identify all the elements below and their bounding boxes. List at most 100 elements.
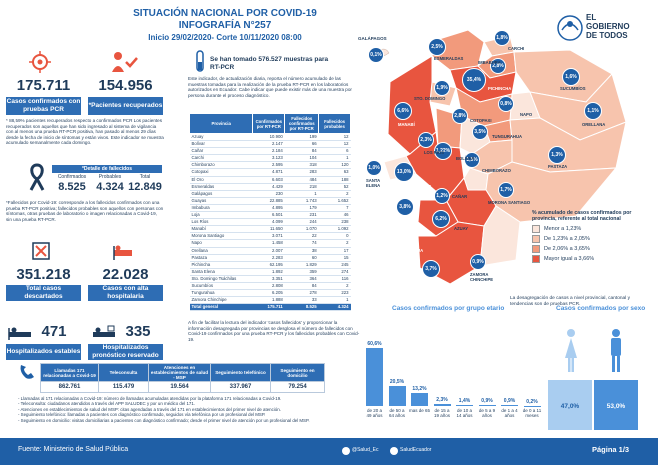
table-row: Bolívar 2.147 66 12 — [189, 140, 351, 149]
table-row: Chimborazo 2.595 318 120 — [189, 161, 351, 170]
label-stodomingo: STO. DOMINGO — [414, 96, 446, 101]
reserved-label: Hospitalizados pronóstico reservado — [88, 344, 163, 360]
bubble-eloro: 3,8% — [396, 198, 414, 216]
bubble-sucumbios: 1,6% — [562, 68, 580, 86]
sex-male: 53,0% — [594, 380, 638, 430]
age-bar-label: de 0 a 11 meses — [522, 408, 542, 418]
table-row: Carchi 3.123 104 1 — [189, 154, 351, 163]
province-table: Provincia Confirmados por RT-PCR Falleci… — [188, 113, 351, 312]
twitter-handle[interactable]: @Salud_Ec — [352, 447, 379, 453]
table-row: Morona Santiago 3.071 22 0 — [189, 232, 351, 241]
recovered-note: * 88,59% pacientes recuperados respecto … — [6, 118, 164, 146]
recovered-icon — [110, 50, 138, 74]
sex-female-value: 47,0% — [560, 403, 580, 410]
bubble-bolivar: 1,22% — [434, 142, 452, 160]
label-esmeraldas: ESMERALDAS — [434, 56, 464, 61]
legend-swatch — [532, 255, 540, 264]
twitter-icon[interactable] — [342, 447, 350, 455]
map-legend-title: % acumulado de casos confirmados por pro… — [532, 210, 632, 223]
government-logo: EL GOBIERNO DE TODOS — [556, 12, 652, 46]
label-tungurahua: TUNGURAHUA — [492, 134, 523, 139]
age-bar — [411, 393, 428, 406]
facebook-handle[interactable]: SaludEcuador — [400, 447, 432, 453]
tele-table: Llamadas 171 relacionadas a Covid-19 Tel… — [40, 363, 325, 393]
sex-male-value: 53,0% — [606, 403, 626, 410]
map-note: La desagregación de casos a nivel provin… — [510, 296, 630, 307]
bubble-morona: 1,7% — [498, 182, 514, 198]
age-chart-title: Casos confirmados por grupo etario — [392, 305, 505, 312]
bubble-azuay: 6,2% — [432, 210, 450, 228]
table-row: Sucumbíos 2.808 84 2 — [189, 282, 351, 291]
table-row: El Oro 6.603 484 188 — [189, 176, 351, 184]
label-loja: LOJA — [412, 248, 424, 253]
legend-swatch — [532, 225, 540, 234]
bubble-manabi: 6,6% — [394, 102, 412, 120]
age-chart: 60,6% de 20 a 49 años 20,5% de 50 a 64 años… — [360, 318, 546, 430]
bubble-chimborazo: 1,5% — [464, 152, 480, 168]
age-bar — [388, 386, 406, 406]
bubble-carchi: 1,8% — [494, 30, 510, 46]
age-bar — [523, 405, 541, 407]
table-row: Galápagos 230 1 2 — [189, 190, 351, 198]
samples-note: Este indicador, de actualización diaria,… — [188, 76, 352, 98]
table-row: Guayas 22.885 1.743 1.652 — [189, 197, 351, 205]
bubble-losrios: 2,3% — [418, 132, 434, 148]
age-bar — [433, 403, 451, 406]
galapagos-bubble: 0,1% — [368, 47, 384, 63]
deaths-total: 12.849 — [128, 181, 162, 193]
bubble-tungurahua: 3,5% — [472, 124, 488, 140]
table-row: Imbabura 4.895 179 7 — [189, 204, 351, 213]
phone-followup-value: 337.967 — [210, 381, 271, 393]
label-santaelena: SANTA ELENA — [366, 178, 381, 188]
age-bar — [366, 348, 383, 406]
label-azuay: AZUAY — [454, 226, 469, 231]
test-tube-icon — [193, 50, 207, 74]
label-chimborazo: CHIMBORAZO — [482, 168, 511, 173]
table-row: Loja 6.501 231 46 — [189, 211, 351, 220]
label-guayas: GUAYAS — [414, 184, 432, 189]
legend-item: Mayor igual a 3,66% — [532, 255, 652, 264]
age-bar-label: de 5 a 9 años — [478, 408, 496, 418]
age-bar-value: 1,4% — [458, 397, 471, 404]
female-icon — [563, 328, 579, 374]
male-icon — [608, 328, 624, 374]
legend-swatch — [532, 245, 540, 254]
date-range: Inicio 29/02/2020- Corte 10/11/2020 08:0… — [148, 33, 302, 42]
bubble-zamora: 0,9% — [470, 254, 486, 270]
legend-label: De 2,06% a 3,65% — [544, 246, 590, 253]
recovered-label: *Pacientes recuperados — [88, 97, 163, 115]
discharged-label: Casos con alta hospitalaria — [88, 285, 163, 301]
stable-count: 471 — [41, 323, 67, 340]
label-bolivar: BOLÍVAR — [456, 156, 475, 161]
age-bar-value: 13,2% — [412, 386, 427, 393]
stable-label: Hospitalizados estables — [6, 344, 81, 360]
legend-swatch — [532, 235, 540, 244]
table-note: A fin de facilitar la lectura del indica… — [188, 320, 360, 342]
legend-label: De 1,23% a 2,05% — [544, 236, 590, 243]
infographic-title: SITUACIÓN NACIONAL POR COVID-19 INFOGRAF… — [133, 8, 317, 31]
label-orellana: ORELLANA — [582, 122, 606, 127]
age-bar-label: mas de 65 — [409, 408, 431, 413]
age-bar-label: de 10 a 14 años — [456, 408, 473, 418]
age-bar — [501, 405, 518, 406]
home-followup-value: 79.254 — [270, 381, 325, 393]
table-row: Manabí 11.650 1.070 1.092 — [189, 225, 351, 234]
bubble-santaelena: 1,0% — [366, 160, 382, 176]
label-carchi: CARCHI — [508, 46, 525, 51]
label-losrios: LOS RÍOS — [424, 150, 445, 155]
label-cotopaxi: COTOPAXI — [470, 118, 492, 123]
label-sucumbios: SUCUMBÍOS — [560, 86, 586, 91]
table-row: Cañar 2.184 84 6 — [189, 147, 351, 156]
bubble-pastaza: 1,3% — [548, 146, 566, 164]
facebook-icon[interactable] — [390, 447, 398, 455]
age-bar-value: 2,3% — [436, 396, 448, 403]
samples-text: Se han tomado 576.527 muestras para RT-P… — [210, 56, 329, 71]
bubble-cotopaxi: 2,8% — [452, 108, 468, 124]
teleconsult-value: 115.479 — [98, 381, 149, 393]
age-bar — [456, 404, 473, 406]
bubble-pichincha: 35,4% — [462, 68, 486, 92]
bubble-stodomingo: 1,9% — [434, 80, 450, 96]
table-total-row: Total general 175.711 8.525 4.324 — [189, 303, 351, 312]
legend-item: De 2,06% a 3,65% — [532, 245, 652, 254]
bubble-napo: 0,8% — [498, 96, 514, 112]
